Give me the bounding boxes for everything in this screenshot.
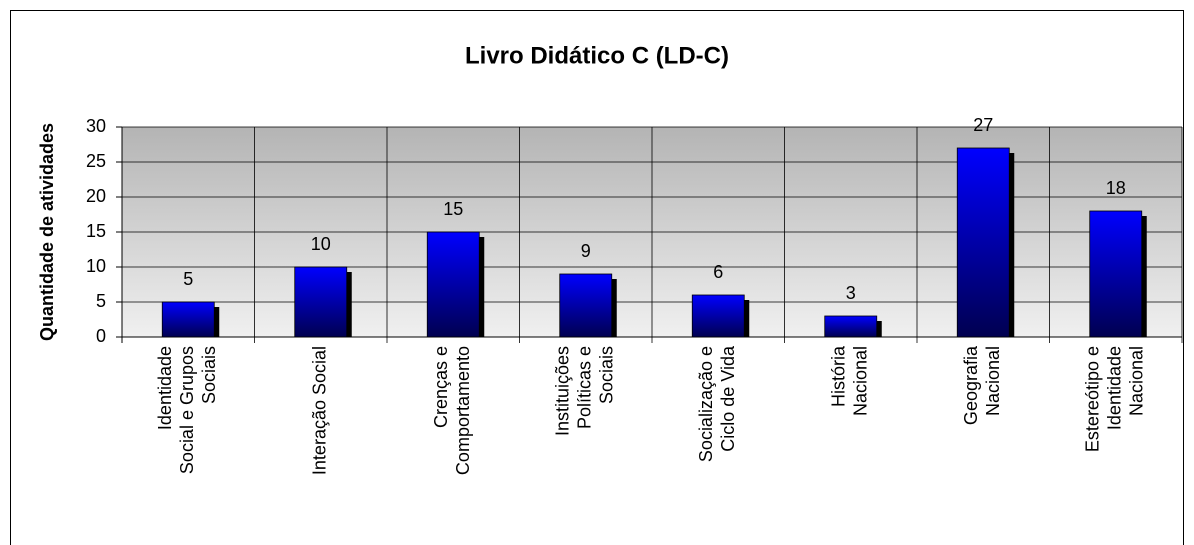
data-label: 27	[973, 115, 993, 135]
x-tick-label: Nacional	[1127, 346, 1147, 416]
x-tick-label: Estereótipo e	[1083, 346, 1103, 452]
bar	[426, 231, 480, 338]
x-tick-label: Políticas e	[575, 346, 595, 429]
y-tick-label: 0	[96, 326, 106, 346]
bar	[691, 294, 745, 338]
bar	[161, 301, 215, 338]
x-tick-label: Social e Grupos	[177, 346, 197, 474]
x-tick-label: Nacional	[983, 346, 1003, 416]
frame	[10, 10, 1184, 545]
data-label: 9	[581, 241, 591, 261]
bar	[824, 315, 878, 338]
data-label: 10	[311, 234, 331, 254]
x-tick-label: Ciclo de Vida	[718, 345, 738, 452]
y-tick-label: 30	[86, 116, 106, 136]
bar	[559, 273, 613, 338]
bar	[1089, 210, 1143, 338]
y-tick-label: 5	[96, 291, 106, 311]
x-tick-label: Sociais	[199, 346, 219, 404]
x-tick-label: História	[829, 345, 849, 407]
data-label: 15	[443, 199, 463, 219]
x-tick-label: Geografia	[961, 345, 981, 425]
y-tick-label: 15	[86, 221, 106, 241]
x-tick-label: Identidade	[155, 346, 175, 430]
x-tick-label: Socialização e	[696, 346, 716, 462]
bar	[294, 266, 348, 338]
x-tick-label: Instituições	[553, 346, 573, 436]
x-tick-label: Sociais	[597, 346, 617, 404]
y-tick-label: 10	[86, 256, 106, 276]
data-label: 3	[846, 283, 856, 303]
bar	[956, 147, 1010, 338]
x-tick-label: Comportamento	[453, 346, 473, 475]
x-tick-label: Nacional	[851, 346, 871, 416]
data-label: 18	[1106, 178, 1126, 198]
data-label: 6	[713, 262, 723, 282]
x-tick-label: Interação Social	[310, 346, 330, 475]
y-tick-label: 25	[86, 151, 106, 171]
y-axis-label: Quantidade de atividades	[37, 123, 57, 341]
y-tick-label: 20	[86, 186, 106, 206]
x-tick-label: Identidade	[1105, 346, 1125, 430]
chart-title: Livro Didático C (LD-C)	[465, 42, 729, 69]
x-tick-label: Crenças e	[431, 346, 451, 428]
data-label: 5	[183, 269, 193, 289]
